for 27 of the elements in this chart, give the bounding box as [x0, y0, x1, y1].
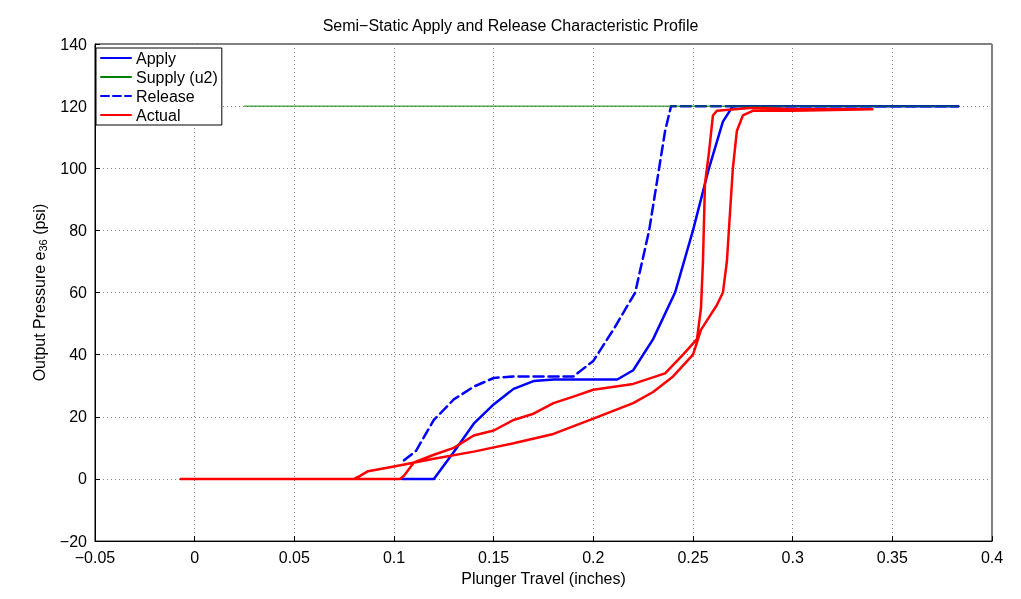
x-axis-title: Plunger Travel (inches): [461, 569, 626, 587]
y-tick-label: 120: [60, 97, 88, 115]
legend-label: Actual: [136, 106, 181, 124]
y-tick-label: 140: [60, 35, 88, 53]
legend-label: Supply (u2): [136, 68, 218, 86]
y-tick-label: 80: [69, 221, 88, 239]
x-tick-label: 0.2: [582, 548, 605, 566]
line-series: [179, 106, 874, 481]
x-tick-label: 0.15: [478, 548, 510, 566]
x-tick-label: 0.3: [781, 548, 804, 566]
y-tick-label: 20: [69, 408, 88, 426]
x-tick-label: 0.4: [980, 548, 1004, 566]
y-tick-label: 0: [78, 470, 88, 488]
x-tick-label: 0: [190, 548, 200, 566]
y-tick-label: 100: [60, 159, 88, 177]
x-tick-label: 0.05: [278, 548, 311, 566]
y-tick-label: 40: [69, 346, 88, 364]
chart-title: Semi−Static Apply and Release Characteristic Profile: [322, 16, 699, 34]
y-axis-title: Output Pressure e36 (psi): [30, 203, 50, 382]
x-tick-label: −0.05: [74, 548, 116, 566]
y-tick-label: −20: [59, 532, 88, 550]
y-tick-label: 60: [69, 284, 88, 302]
legend-label: Apply: [136, 49, 177, 67]
x-tick-label: 0.25: [677, 548, 709, 566]
legend-label: Release: [136, 87, 195, 105]
x-tick-label: 0.35: [876, 548, 909, 566]
x-tick-label: 0.1: [382, 548, 406, 566]
